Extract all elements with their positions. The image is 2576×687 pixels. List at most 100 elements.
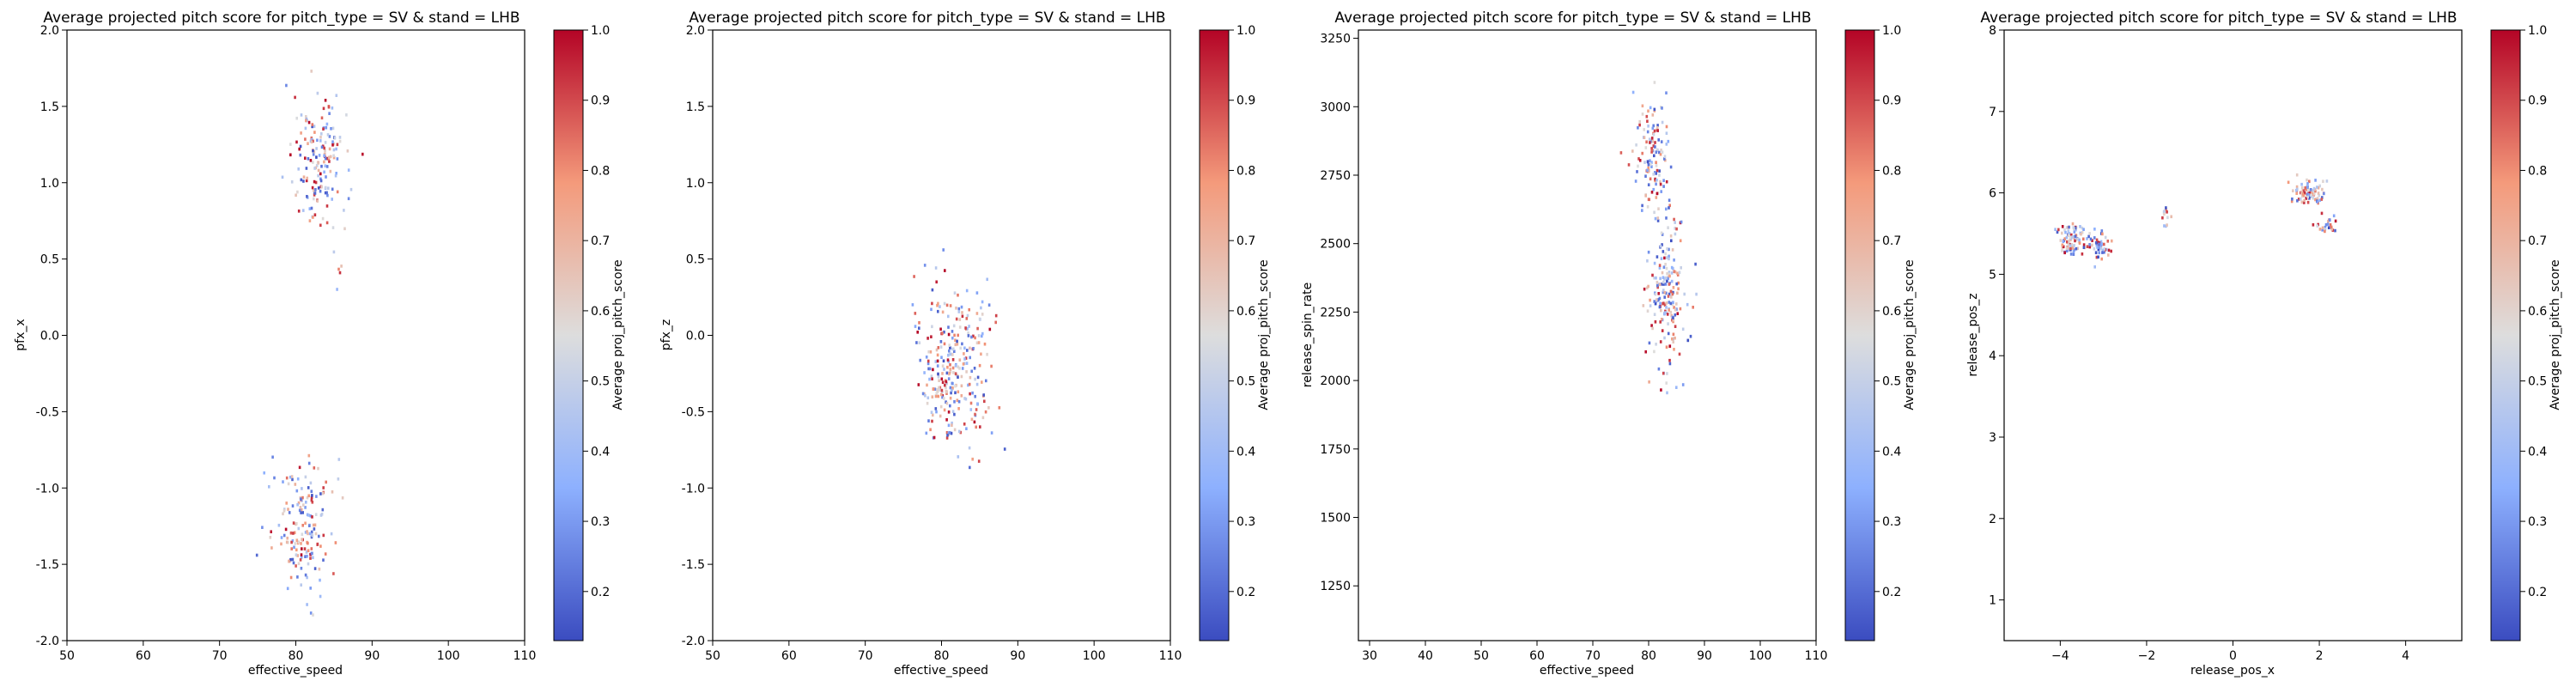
y-tick-label: 7 <box>1989 106 1996 119</box>
heatmap-cell <box>1662 276 1665 279</box>
heatmap-cell <box>313 213 317 216</box>
heatmap-cell <box>307 541 309 545</box>
heatmap-cell <box>932 368 934 372</box>
heatmap-cell <box>2081 252 2084 256</box>
heatmap-cell <box>2318 198 2322 202</box>
heatmap-cell <box>1651 113 1655 117</box>
heatmap-cell <box>980 306 982 310</box>
heatmap-cell <box>934 360 938 363</box>
heatmap-cell <box>307 514 310 517</box>
y-tick-label: 1500 <box>1320 512 1351 526</box>
heatmap-cell <box>962 362 965 366</box>
heatmap-cell <box>1675 282 1678 286</box>
heatmap-cell <box>1654 171 1656 174</box>
heatmap-cell <box>2314 198 2317 202</box>
heatmap-cell <box>1668 198 1671 202</box>
colorbar-tick-label: 0.8 <box>1882 164 1901 178</box>
heatmap-cell <box>1663 155 1667 158</box>
heatmap-cell <box>972 347 975 350</box>
heatmap-cell <box>975 341 979 345</box>
heatmap-cell <box>963 352 965 356</box>
heatmap-cell <box>2305 188 2307 192</box>
heatmap-cell <box>1653 276 1656 280</box>
heatmap-cell <box>1666 372 1668 375</box>
heatmap-cell <box>931 301 933 306</box>
heatmap-cell <box>940 377 944 381</box>
heatmap-cell <box>1662 250 1665 253</box>
y-tick: -1.5 <box>682 558 713 572</box>
heatmap-cell <box>1648 380 1650 384</box>
heatmap-cell <box>282 480 284 483</box>
heatmap-cell <box>1669 310 1673 314</box>
heatmap-cell <box>970 335 973 339</box>
heatmap-cell <box>325 221 329 225</box>
heatmap-cell <box>963 423 966 426</box>
heatmap-cell <box>286 536 289 540</box>
panel-2-cells <box>911 248 1006 470</box>
colorbar-tick: 0.3 <box>1229 515 1255 529</box>
heatmap-cell <box>946 358 950 362</box>
heatmap-cell <box>307 157 310 161</box>
panel-3-frame <box>1358 29 1817 641</box>
heatmap-cell <box>970 417 974 422</box>
heatmap-cell <box>1654 177 1656 181</box>
heatmap-cell <box>273 476 276 480</box>
heatmap-cell <box>292 521 295 525</box>
heatmap-cell <box>949 363 951 367</box>
heatmap-cell <box>973 367 976 370</box>
colorbar-tick: 0.3 <box>2520 515 2547 529</box>
heatmap-cell <box>307 120 311 125</box>
heatmap-cell <box>1695 292 1698 296</box>
heatmap-cell <box>967 383 969 387</box>
heatmap-cell <box>319 177 322 181</box>
heatmap-cell <box>295 193 297 198</box>
heatmap-cell <box>291 538 295 543</box>
x-tick-label: 110 <box>1805 649 1828 663</box>
heatmap-cell <box>2329 223 2332 227</box>
heatmap-cell <box>1641 112 1644 116</box>
heatmap-cell <box>324 141 327 144</box>
heatmap-cell <box>332 148 336 152</box>
heatmap-cell <box>945 380 948 384</box>
heatmap-cell <box>312 523 315 527</box>
heatmap-cell <box>945 303 949 307</box>
colorbar-tick: 0.2 <box>1229 586 1255 599</box>
heatmap-cell <box>2088 245 2092 249</box>
x-tick-label: 80 <box>934 649 950 663</box>
heatmap-cell <box>296 190 299 194</box>
heatmap-cell <box>332 572 335 575</box>
heatmap-cell <box>965 370 968 374</box>
heatmap-cell <box>337 267 340 271</box>
heatmap-cell <box>954 338 957 342</box>
y-tick-label: 0.5 <box>686 253 705 267</box>
heatmap-cell <box>933 435 936 440</box>
heatmap-cell <box>981 334 983 338</box>
y-tick: 7 <box>1989 106 2004 119</box>
heatmap-cell <box>2070 243 2074 246</box>
heatmap-cell <box>1646 160 1649 163</box>
heatmap-cell <box>928 377 931 381</box>
colorbar-tick: 0.4 <box>1229 445 1255 459</box>
heatmap-cell <box>1665 266 1668 271</box>
heatmap-cell <box>963 397 966 400</box>
heatmap-cell <box>2321 187 2324 192</box>
heatmap-cell <box>1668 274 1671 278</box>
heatmap-cell <box>939 386 942 390</box>
heatmap-cell <box>1664 263 1667 266</box>
heatmap-cell <box>1645 140 1648 144</box>
heatmap-cell <box>1638 119 1641 124</box>
heatmap-cell <box>969 401 973 405</box>
x-tick-label: 4 <box>2402 649 2409 663</box>
heatmap-cell <box>2062 240 2065 244</box>
heatmap-cell <box>984 410 987 414</box>
heatmap-cell <box>981 380 983 384</box>
heatmap-cell <box>2099 240 2103 244</box>
heatmap-cell <box>1637 157 1640 161</box>
heatmap-cell <box>309 552 312 556</box>
heatmap-cell <box>1668 362 1672 366</box>
heatmap-cell <box>965 362 969 365</box>
heatmap-cell <box>1635 143 1637 147</box>
heatmap-cell <box>1641 204 1643 208</box>
heatmap-cell <box>959 430 963 435</box>
x-tick-label: 80 <box>1641 649 1656 663</box>
